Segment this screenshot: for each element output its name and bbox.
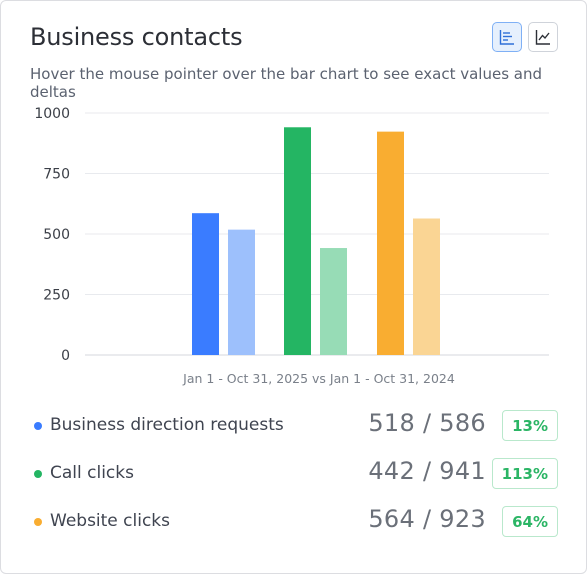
- bar-previous[interactable]: [228, 229, 255, 355]
- legend-dot: [34, 422, 42, 430]
- metric-value: 518 / 586: [368, 409, 486, 437]
- bar-previous[interactable]: [320, 248, 347, 355]
- delta-badge: 13%: [502, 410, 558, 441]
- metric-row-website-clicks: Website clicks 564 / 923 64%: [1, 505, 587, 539]
- line-chart-view-button[interactable]: [528, 22, 558, 52]
- card-title: Business contacts: [30, 23, 243, 51]
- metric-label: Call clicks: [50, 463, 134, 483]
- y-tick-label: 1000: [34, 106, 70, 122]
- metric-row-direction-requests: Business direction requests 518 / 586 13…: [1, 409, 587, 443]
- x-axis-label: Jan 1 - Oct 31, 2025 vs Jan 1 - Oct 31, …: [182, 371, 455, 386]
- y-tick-label: 0: [61, 348, 70, 364]
- y-tick-label: 750: [43, 167, 70, 183]
- card-subtitle: Hover the mouse pointer over the bar cha…: [30, 65, 542, 101]
- bar-previous[interactable]: [413, 218, 440, 355]
- metric-value: 442 / 941: [368, 457, 486, 485]
- y-tick-label: 250: [43, 288, 70, 304]
- bar-chart-icon: [499, 30, 514, 45]
- bar-current[interactable]: [192, 213, 219, 355]
- metric-label: Business direction requests: [50, 415, 284, 435]
- bar-current[interactable]: [284, 127, 311, 355]
- legend-dot: [34, 470, 42, 478]
- bar-chart[interactable]: 0 250 500 750 1000 Jan 1 - Oct 31, 2025 vs Ja…: [1, 96, 587, 391]
- metric-value: 564 / 923: [368, 505, 486, 533]
- delta-badge: 113%: [491, 458, 558, 489]
- delta-badge: 64%: [502, 506, 558, 537]
- legend-dot: [34, 518, 42, 526]
- bar-chart-view-button[interactable]: [492, 22, 522, 52]
- metric-row-call-clicks: Call clicks 442 / 941 113%: [1, 457, 587, 491]
- y-tick-label: 500: [43, 227, 70, 243]
- bar-current[interactable]: [377, 131, 404, 355]
- line-chart-icon: [535, 30, 550, 45]
- metric-label: Website clicks: [50, 511, 171, 531]
